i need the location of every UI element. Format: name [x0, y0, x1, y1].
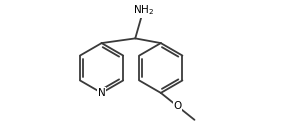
Text: NH$_2$: NH$_2$ — [133, 3, 154, 17]
Text: N: N — [98, 88, 105, 98]
Text: O: O — [174, 101, 182, 111]
